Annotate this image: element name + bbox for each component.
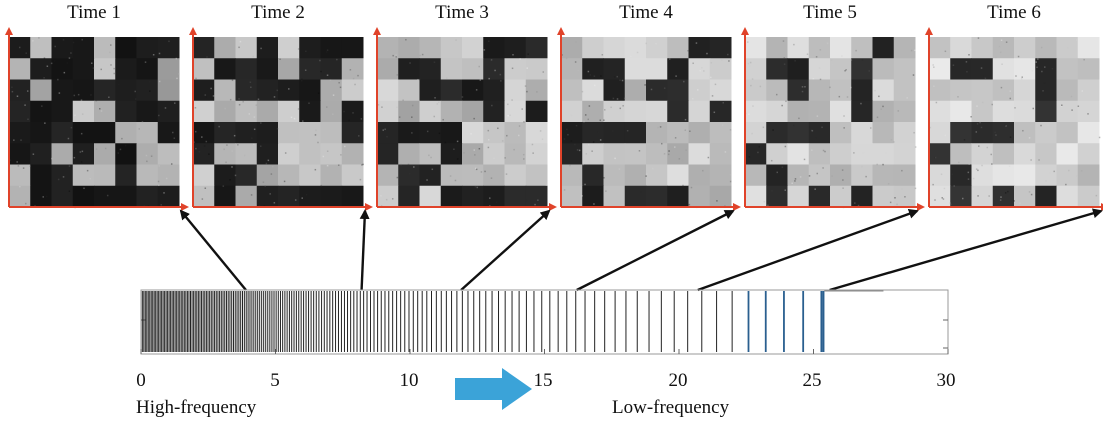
connector-arrow-3 — [460, 209, 551, 291]
caption-high-frequency: High-frequency — [136, 397, 257, 418]
grid-panel-5 — [741, 27, 925, 211]
axis-tick-0: 0 — [136, 370, 146, 391]
axis-tick-5: 5 — [270, 370, 280, 391]
panel-title-1: Time 1 — [67, 2, 121, 23]
axis-tick-20: 20 — [668, 370, 688, 391]
grid-panel-4 — [557, 27, 741, 211]
grid-panel-6 — [925, 27, 1103, 211]
direction-arrow-icon — [455, 368, 532, 410]
connector-arrow-2 — [359, 209, 370, 291]
connector-arrow-1 — [179, 209, 247, 291]
grid-panel-3 — [373, 27, 557, 211]
grid-panel-1 — [5, 27, 189, 211]
connector-arrow-6 — [829, 208, 1103, 292]
spike-raster — [140, 289, 949, 355]
axis-tick-10: 10 — [399, 370, 419, 391]
grid-panel-2 — [189, 27, 373, 211]
panel-title-3: Time 3 — [435, 2, 489, 23]
connector-arrow-4 — [576, 209, 735, 292]
panel-title-5: Time 5 — [803, 2, 857, 23]
caption-low-frequency: Low-frequency — [612, 397, 730, 418]
axis-tick-15: 15 — [533, 370, 553, 391]
panel-title-2: Time 2 — [251, 2, 305, 23]
axis-tick-25: 25 — [802, 370, 822, 391]
connector-arrow-5 — [697, 209, 919, 292]
panel-title-4: Time 4 — [619, 2, 673, 23]
panel-title-6: Time 6 — [987, 2, 1041, 23]
axis-tick-30: 30 — [936, 370, 956, 391]
